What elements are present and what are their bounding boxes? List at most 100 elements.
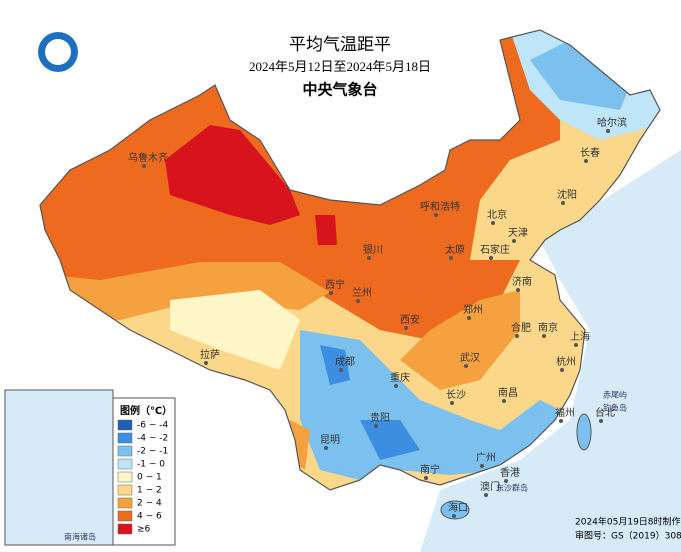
city-dot: [599, 419, 603, 423]
subtitle: 2024年5月12日至2024年5月18日: [249, 59, 431, 74]
legend-swatch: [117, 484, 133, 496]
city-dot: [324, 446, 328, 450]
legend-swatch: [117, 458, 133, 470]
city-label: 成都: [335, 356, 355, 368]
city-label: 郑州: [463, 303, 483, 316]
sea-label: 赤尾屿: [603, 391, 627, 400]
legend-swatch: [117, 510, 133, 522]
city-dot: [606, 129, 610, 133]
city-label: 乌鲁木齐: [128, 151, 168, 164]
city-label: 昆明: [320, 434, 340, 446]
city-label: 澳门: [480, 480, 500, 493]
city-label: 南京: [538, 321, 558, 334]
city-label: 哈尔滨: [597, 116, 627, 129]
city-label: 贵阳: [370, 411, 390, 424]
city-dot: [464, 364, 468, 368]
city-label: 台北: [595, 406, 615, 419]
city-label: 银川: [363, 243, 383, 256]
city-dot: [542, 334, 546, 338]
title: 平均气温距平: [289, 35, 391, 55]
city-dot: [452, 514, 456, 518]
city-dot: [504, 479, 508, 483]
legend-swatch: [117, 523, 133, 535]
city-dot: [484, 493, 488, 497]
city-label: 北京: [487, 208, 507, 221]
city-label: 西安: [400, 313, 420, 326]
legend-label: 4 ~ 6: [137, 512, 162, 522]
sea-label: 东沙群岛: [496, 483, 528, 493]
legend-swatch: [117, 419, 133, 431]
city-label: 天津: [508, 227, 528, 239]
city-label: 武汉: [460, 351, 480, 364]
legend-swatch: [117, 471, 133, 483]
footer-made: 2024年05月19日8时制作: [575, 516, 681, 528]
city-dot: [434, 213, 438, 217]
legend-swatch: [117, 497, 133, 509]
city-label: 重庆: [390, 371, 410, 384]
city-dot: [489, 256, 493, 260]
city-label: 海口: [448, 501, 468, 514]
legend-label: 0 ~ 1: [137, 473, 162, 483]
org: 中央气象台: [302, 81, 377, 99]
legend-label: -6 ~ -4: [137, 421, 168, 431]
city-dot: [356, 299, 360, 303]
city-dot: [574, 343, 578, 347]
city-dot: [516, 288, 520, 292]
city-label: 合肥: [511, 321, 531, 334]
sea-label: 钓鱼岛: [603, 403, 627, 413]
city-label: 兰州: [352, 286, 372, 299]
city-label: 香港: [500, 467, 520, 479]
city-label: 石家庄: [480, 243, 510, 256]
city-dot: [374, 424, 378, 428]
city-dot: [515, 334, 519, 338]
city-dot: [491, 221, 495, 225]
city-label: 太原: [445, 243, 465, 256]
sea: [420, 150, 681, 552]
taiwan: [576, 413, 592, 451]
legend-swatch: [117, 432, 133, 444]
city-label: 西宁: [325, 278, 345, 291]
footer-approval: 审图号：GS（2019）3082号: [575, 530, 681, 542]
legend-swatch: [117, 445, 133, 457]
city-dot: [367, 256, 371, 260]
logo-inner: [45, 39, 71, 65]
city-dot: [467, 316, 471, 320]
city-dot: [449, 256, 453, 260]
city-dot: [394, 384, 398, 388]
legend-label: -1 ~ 0: [137, 460, 165, 470]
legend-title: 图例（℃）: [120, 404, 172, 417]
legend-label: ≥6: [137, 525, 151, 535]
city-label: 长沙: [446, 389, 466, 401]
city-label: 上海: [570, 330, 590, 343]
city-dot: [559, 419, 563, 423]
city-dot: [561, 201, 565, 205]
sea-label: 南海诸岛: [64, 532, 96, 542]
city-label: 杭州: [556, 355, 576, 368]
legend-label: -4 ~ -2: [137, 434, 168, 444]
city-dot: [450, 401, 454, 405]
city-dot: [404, 326, 408, 330]
city-label: 南宁: [420, 463, 440, 476]
city-label: 福州: [555, 406, 575, 419]
city-dot: [584, 159, 588, 163]
legend-label: 1 ~ 2: [137, 486, 162, 496]
hainan: [440, 500, 470, 520]
legend-label: 2 ~ 4: [137, 499, 162, 509]
inset: [4, 389, 114, 546]
city-dot: [560, 368, 564, 372]
city-label: 呼和浩特: [420, 201, 460, 213]
city-dot: [424, 476, 428, 480]
city-dot: [480, 464, 484, 468]
city-dot: [204, 361, 208, 365]
city-dot: [512, 239, 516, 243]
city-dot: [339, 368, 343, 372]
city-label: 沈阳: [557, 188, 577, 201]
city-dot: [329, 291, 333, 295]
city-dot: [142, 164, 146, 168]
city-label: 济南: [512, 275, 532, 288]
city-dot: [502, 399, 506, 403]
legend-label: -2 ~ -1: [137, 447, 168, 457]
city-label: 拉萨: [200, 348, 220, 361]
city-label: 广州: [476, 452, 496, 464]
